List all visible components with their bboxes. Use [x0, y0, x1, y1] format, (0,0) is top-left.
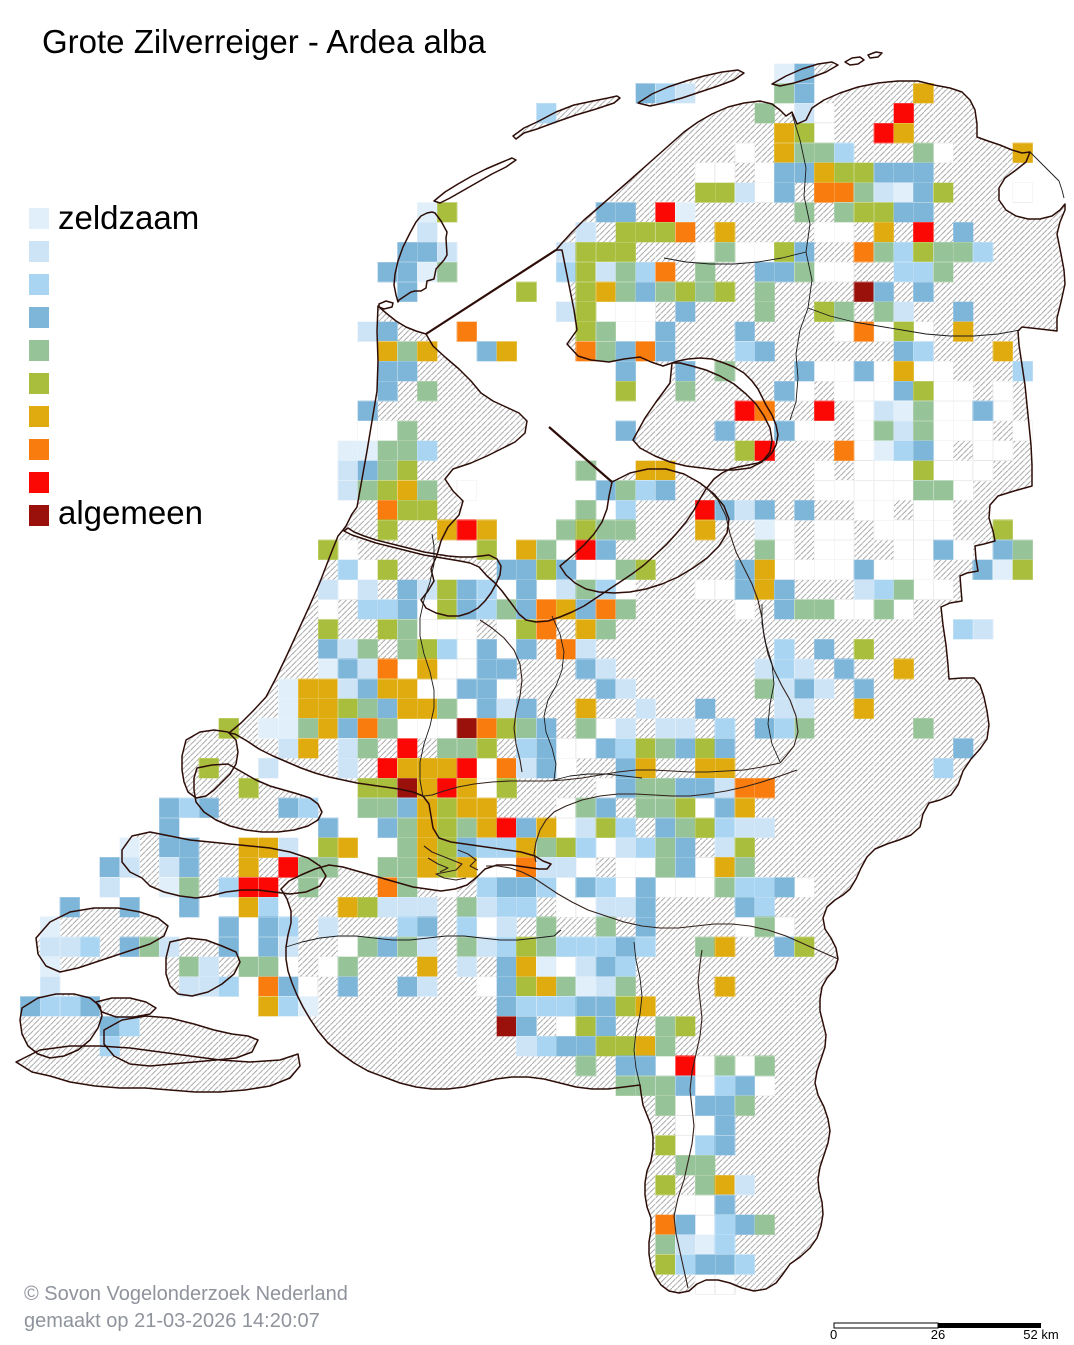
svg-text:algemeen: algemeen: [58, 494, 203, 531]
svg-text:26: 26: [931, 1327, 945, 1340]
svg-text:© Sovon Vogelonderzoek Nederla: © Sovon Vogelonderzoek Nederland: [24, 1283, 348, 1305]
svg-text:Grote Zilverreiger - Ardea alb: Grote Zilverreiger - Ardea alba: [42, 23, 487, 60]
svg-text:52 km: 52 km: [1023, 1327, 1058, 1340]
svg-text:zeldzaam: zeldzaam: [58, 199, 199, 236]
svg-text:0: 0: [830, 1327, 837, 1340]
svg-text:gemaakt op 21-03-2026 14:20:07: gemaakt op 21-03-2026 14:20:07: [24, 1310, 320, 1332]
